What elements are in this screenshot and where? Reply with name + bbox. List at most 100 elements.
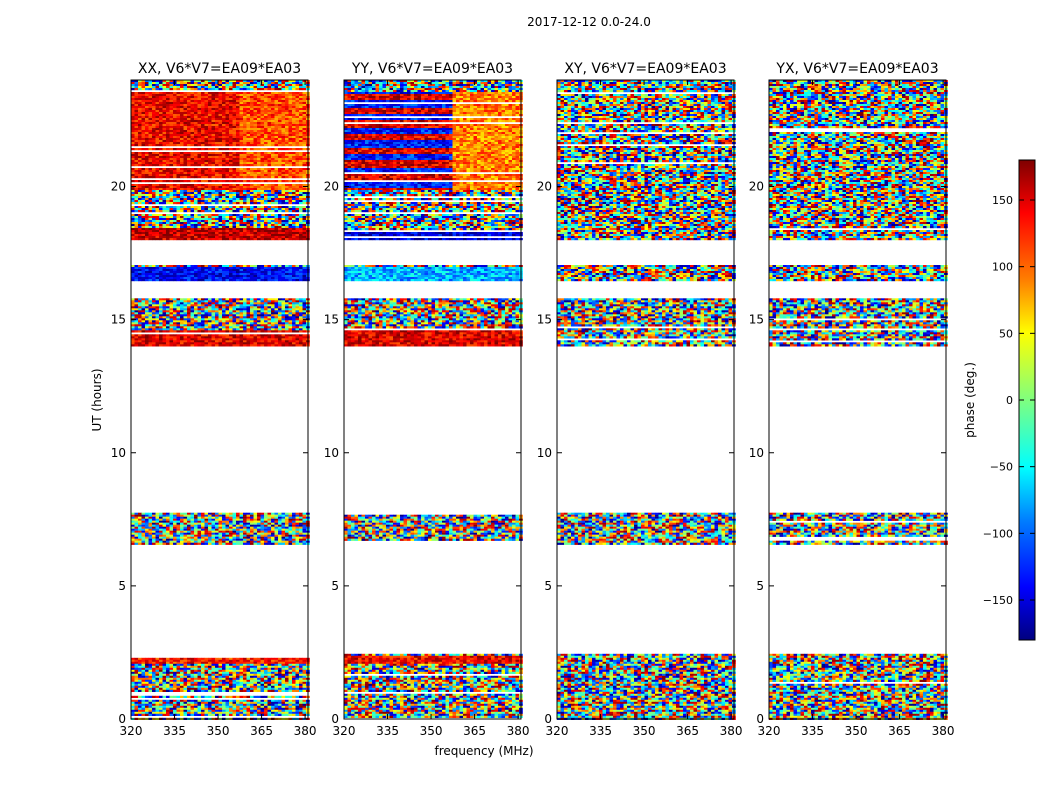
heatmap-cell: [271, 704, 275, 706]
heatmap-cell: [191, 686, 195, 688]
heatmap-cell: [226, 521, 230, 523]
heatmap-cell: [240, 686, 244, 688]
heatmap-cell: [299, 704, 303, 706]
heatmap-cell: [292, 704, 296, 706]
heatmap-cell: [243, 704, 247, 706]
heatmap-cell: [275, 684, 279, 686]
heatmap-cell: [191, 521, 195, 523]
heatmap-cell: [145, 513, 149, 515]
heatmap-cell: [268, 676, 272, 678]
heatmap-cell: [135, 525, 139, 527]
heatmap-cell: [229, 525, 233, 527]
heatmap-cell: [240, 674, 244, 676]
heatmap-cell: [131, 519, 135, 521]
heatmap-cell: [282, 670, 286, 672]
heatmap-cell: [145, 527, 149, 529]
heatmap-cell: [222, 706, 226, 708]
heatmap-cell: [240, 525, 244, 527]
heatmap-cell: [156, 688, 160, 690]
heatmap-cell: [138, 690, 142, 692]
heatmap-cell: [278, 702, 282, 704]
heatmap-cell: [250, 684, 254, 686]
heatmap-cell: [264, 519, 268, 521]
heatmap-cell: [303, 710, 307, 712]
heatmap-cell: [233, 712, 237, 714]
heatmap-cell: [159, 696, 163, 698]
heatmap-cell: [145, 529, 149, 531]
heatmap-cell: [247, 678, 251, 680]
heatmap-cell: [184, 664, 188, 666]
heatmap-cell: [170, 684, 174, 686]
heatmap-cell: [222, 690, 226, 692]
heatmap-cell: [184, 704, 188, 706]
heatmap-cell: [233, 515, 237, 517]
heatmap-cell: [250, 690, 254, 692]
heatmap-cell: [222, 714, 226, 716]
heatmap-cell: [254, 668, 258, 670]
heatmap-cell: [212, 680, 216, 682]
heatmap-cell: [240, 515, 244, 517]
heatmap-cell: [261, 662, 265, 664]
heatmap-cell: [289, 527, 293, 529]
heatmap-cell: [250, 714, 254, 716]
heatmap-cell: [201, 515, 205, 517]
heatmap-cell: [261, 668, 265, 670]
heatmap-cell: [163, 674, 167, 676]
heatmap-cell: [275, 702, 279, 704]
heatmap-cell: [177, 684, 181, 686]
heatmap-cell: [159, 684, 163, 686]
heatmap-cell: [229, 700, 233, 702]
heatmap-cell: [240, 690, 244, 692]
heatmap-cell: [282, 515, 286, 517]
heatmap-cell: [236, 700, 240, 702]
heatmap-cell: [236, 666, 240, 668]
heatmap-cell: [219, 664, 223, 666]
heatmap-cell: [296, 690, 300, 692]
heatmap-cell: [184, 676, 188, 678]
heatmap-cell: [194, 708, 198, 710]
heatmap-cell: [257, 678, 261, 680]
heatmap-cell: [289, 521, 293, 523]
heatmap-cell: [296, 521, 300, 523]
heatmap-cell: [166, 519, 170, 521]
heatmap-cell: [187, 684, 191, 686]
heatmap-cell: [215, 666, 219, 668]
heatmap-cell: [219, 513, 223, 515]
heatmap-cell: [191, 674, 195, 676]
heatmap-cell: [149, 521, 153, 523]
heatmap-cell: [303, 515, 307, 517]
heatmap-cell: [292, 702, 296, 704]
heatmap-cell: [282, 712, 286, 714]
heatmap-cell: [177, 712, 181, 714]
heatmap-cell: [299, 714, 303, 716]
heatmap-cell: [275, 710, 279, 712]
heatmap-cell: [166, 523, 170, 525]
heatmap-cell: [292, 684, 296, 686]
heatmap-cell: [135, 521, 139, 523]
heatmap-cell: [145, 668, 149, 670]
heatmap-cell: [201, 676, 205, 678]
heatmap-cell: [145, 521, 149, 523]
heatmap-cell: [212, 708, 216, 710]
heatmap-cell: [233, 658, 237, 660]
heatmap-cell: [156, 670, 160, 672]
heatmap-cell: [156, 664, 160, 666]
heatmap-cell: [226, 662, 230, 664]
heatmap-cell: [250, 517, 254, 519]
heatmap-cell: [289, 696, 293, 698]
heatmap-cell: [285, 517, 289, 519]
heatmap-cell: [261, 684, 265, 686]
heatmap-cell: [250, 686, 254, 688]
heatmap-cell: [226, 668, 230, 670]
heatmap-cell: [303, 672, 307, 674]
heatmap-cell: [208, 521, 212, 523]
heatmap-cell: [173, 682, 177, 684]
heatmap-cell: [264, 521, 268, 523]
heatmap-cell: [296, 710, 300, 712]
heatmap-cell: [166, 674, 170, 676]
heatmap-cell: [156, 658, 160, 660]
heatmap-cell: [222, 513, 226, 515]
heatmap-cell: [156, 523, 160, 525]
heatmap-cell: [180, 658, 184, 660]
heatmap-cell: [240, 710, 244, 712]
